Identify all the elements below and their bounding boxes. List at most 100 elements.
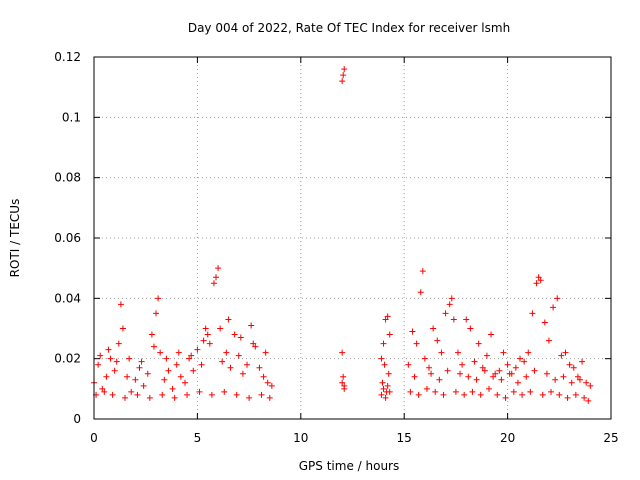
data-point: [405, 361, 412, 368]
data-point: [140, 382, 147, 389]
data-point: [341, 66, 348, 73]
data-point: [446, 301, 453, 308]
data-point: [194, 346, 201, 353]
data-point: [423, 385, 430, 392]
data-point: [457, 370, 464, 377]
data-point: [262, 349, 269, 356]
data-point: [256, 364, 263, 371]
data-point: [165, 367, 172, 374]
data-point: [225, 316, 232, 323]
data-point: [113, 358, 120, 365]
data-point: [219, 358, 226, 365]
x-tick-labels: 0 5 10 15 20 25: [90, 431, 618, 445]
data-point: [541, 319, 548, 326]
data-point: [173, 361, 180, 368]
data-point: [465, 373, 472, 380]
data-point: [461, 391, 468, 398]
data-point: [452, 388, 459, 395]
data-point: [562, 349, 569, 356]
x-tick-label: 10: [293, 431, 308, 445]
data-point: [514, 379, 521, 386]
data-point: [558, 352, 565, 359]
data-point: [95, 361, 102, 368]
data-point: [213, 274, 220, 281]
plot-frame: [93, 56, 612, 420]
data-point: [525, 349, 532, 356]
data-point: [426, 364, 433, 371]
x-tick-label: 0: [90, 431, 98, 445]
data-point: [572, 391, 579, 398]
data-point: [122, 394, 129, 401]
data-point: [583, 379, 590, 386]
y-tick-label: 0.08: [54, 171, 81, 185]
data-point: [163, 355, 170, 362]
data-point: [223, 349, 230, 356]
data-point: [339, 78, 346, 85]
data-point: [107, 355, 114, 362]
data-point: [217, 325, 224, 332]
data-point: [492, 370, 499, 377]
data-point: [570, 364, 577, 371]
data-point: [574, 373, 581, 380]
data-point: [244, 361, 251, 368]
data-point: [202, 325, 209, 332]
data-point: [384, 382, 391, 389]
data-point: [340, 373, 347, 380]
data-point: [233, 391, 240, 398]
data-point: [556, 391, 563, 398]
data-point: [188, 352, 195, 359]
data-point: [417, 289, 424, 296]
data-point: [496, 367, 503, 374]
x-tick-label: 5: [194, 431, 202, 445]
axis-ticks: [93, 56, 612, 420]
data-point: [159, 391, 166, 398]
data-point: [587, 382, 594, 389]
data-point: [494, 391, 501, 398]
x-axis-label: GPS time / hours: [299, 459, 400, 473]
data-point: [545, 337, 552, 344]
data-point: [473, 376, 480, 383]
data-point: [434, 337, 441, 344]
chart-title: Day 004 of 2022, Rate Of TEC Index for r…: [188, 21, 510, 35]
data-point: [378, 355, 385, 362]
data-point: [440, 391, 447, 398]
data-point: [196, 388, 203, 395]
data-point: [146, 394, 153, 401]
x-tick-label: 15: [397, 431, 412, 445]
data-point: [144, 370, 151, 377]
data-point: [231, 331, 238, 338]
data-point: [504, 361, 511, 368]
data-point: [208, 391, 215, 398]
data-point: [215, 265, 222, 272]
y-axis-label: ROTI / TECUs: [8, 199, 22, 278]
y-tick-labels: 0 0.02 0.04 0.06 0.08 0.1 0.12: [54, 50, 81, 426]
data-point: [150, 343, 157, 350]
data-point: [533, 280, 540, 287]
data-point: [184, 391, 191, 398]
data-point: [539, 391, 546, 398]
data-point: [564, 394, 571, 401]
data-point: [407, 388, 414, 395]
data-point: [99, 385, 106, 392]
data-point: [543, 370, 550, 377]
data-point: [115, 340, 122, 347]
data-point: [235, 352, 242, 359]
data-point: [560, 373, 567, 380]
data-point: [479, 364, 486, 371]
data-point: [340, 72, 347, 79]
data-point: [190, 367, 197, 374]
data-point: [469, 388, 476, 395]
data-point: [454, 349, 461, 356]
data-point: [409, 328, 416, 335]
y-tick-label: 0.06: [54, 231, 81, 245]
y-tick-label: 0.04: [54, 291, 81, 305]
data-point: [576, 376, 583, 383]
data-point: [175, 349, 182, 356]
data-point: [419, 268, 426, 275]
data-point: [378, 391, 385, 398]
data-point: [436, 376, 443, 383]
data-point: [177, 373, 184, 380]
data-point: [415, 391, 422, 398]
data-point: [153, 310, 160, 317]
x-tick-label: 25: [603, 431, 618, 445]
